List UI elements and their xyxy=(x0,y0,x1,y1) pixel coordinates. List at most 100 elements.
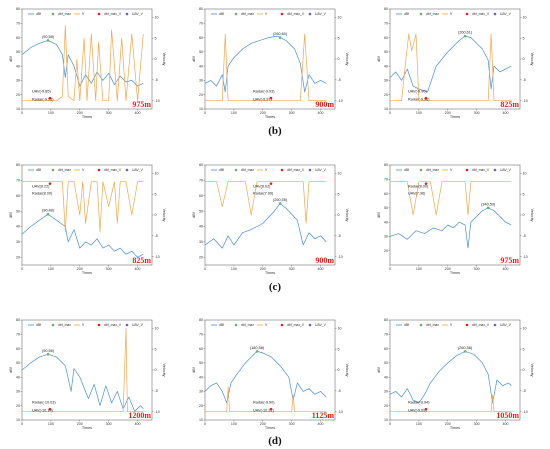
y2-tick-label: 0 xyxy=(338,57,340,61)
y2-tick-label: 10 xyxy=(155,327,159,331)
legend-entry: V xyxy=(265,168,268,172)
x-tick-label: 0 xyxy=(21,111,23,115)
y-tick-label: 60 xyxy=(16,194,20,198)
y-tick-label: 30 xyxy=(16,390,20,394)
x-tick-label: 100 xyxy=(48,267,54,271)
y-tick-label: 30 xyxy=(384,235,388,239)
x-axis-label: Times xyxy=(82,115,92,119)
y-tick-label: 60 xyxy=(384,192,388,196)
legend-entry: dbf_max xyxy=(58,168,71,172)
y-tick-label: 50 xyxy=(16,209,20,213)
y2-tick-label: -5 xyxy=(523,389,526,393)
distance-label: 825m xyxy=(132,256,151,265)
y2-tick-label: 0 xyxy=(338,213,340,217)
x-tick-label: 100 xyxy=(416,111,422,115)
velocity-annotation: Radar(-9.95) xyxy=(32,98,54,102)
dbf-max-point xyxy=(278,202,282,205)
x-tick-label: 400 xyxy=(135,111,141,115)
y2-tick-label: -5 xyxy=(155,234,158,238)
dbf-max-point xyxy=(46,39,50,42)
x-tick-label: 300 xyxy=(474,422,480,426)
dbf-max-v-point xyxy=(269,96,273,100)
x-tick-label: 0 xyxy=(389,422,391,426)
legend-swatch xyxy=(125,168,129,172)
y-tick-label: 40 xyxy=(384,375,388,379)
y2-tick-label: 5 xyxy=(338,192,340,196)
y2-tick-label: 10 xyxy=(338,327,342,331)
dbf-max-v-point xyxy=(48,182,52,185)
series-dbf-line xyxy=(21,353,144,412)
x-axis-label: Times xyxy=(82,426,92,430)
series-v-line xyxy=(205,181,327,224)
dbf-max-point xyxy=(46,352,50,356)
x-tick-label: 200 xyxy=(445,111,451,115)
distance-label: 975m xyxy=(132,100,151,109)
y-tick-label: 80 xyxy=(384,7,388,11)
peak-label: (260,60) xyxy=(273,32,288,36)
x-tick-label: 100 xyxy=(231,422,237,426)
dbf-max-point xyxy=(46,212,50,216)
y-tick-label: 40 xyxy=(199,64,203,68)
y2-axis-label: Velocity xyxy=(162,363,166,376)
distance-label: 1200m xyxy=(128,411,151,420)
x-tick-label: 200 xyxy=(260,422,266,426)
x-axis-label: Times xyxy=(450,115,460,119)
y-axis-label: dBf xyxy=(192,211,196,218)
y-axis-label: dBf xyxy=(9,55,13,62)
legend-entry: dbf_max xyxy=(426,168,439,172)
x-tick-label: 100 xyxy=(48,111,54,115)
y2-tick-label: -5 xyxy=(155,78,158,82)
velocity-annotation: Radar(-9.90) xyxy=(253,401,275,405)
y2-tick-label: -10 xyxy=(338,99,343,103)
y2-tick-label: 5 xyxy=(155,36,157,40)
y2-tick-label: -10 xyxy=(155,255,160,259)
y-tick-label: 60 xyxy=(199,36,203,40)
x-tick-label: 400 xyxy=(503,422,509,426)
x-tick-label: 300 xyxy=(289,267,295,271)
y2-tick-label: 5 xyxy=(523,347,525,351)
y2-tick-label: 10 xyxy=(523,172,527,176)
y-axis-label: dBf xyxy=(192,55,196,62)
y2-tick-label: 5 xyxy=(338,347,340,351)
y-tick-label: 30 xyxy=(16,79,20,83)
legend-swatch xyxy=(493,168,497,172)
x-tick-label: 400 xyxy=(318,111,324,115)
y-tick-label: 70 xyxy=(199,21,203,25)
y2-axis-label: Velocity xyxy=(162,208,166,221)
y2-tick-label: -10 xyxy=(338,255,343,259)
legend-entry: UAV_V xyxy=(500,168,512,172)
dbf-max-v-point xyxy=(48,96,52,100)
y-tick-label: 70 xyxy=(384,332,388,336)
legend-entry: UAV_V xyxy=(315,323,327,327)
legend-swatch xyxy=(280,323,284,327)
x-tick-label: 200 xyxy=(260,111,266,115)
y-axis-label: dBf xyxy=(377,366,381,373)
y2-tick-label: 5 xyxy=(155,192,157,196)
x-tick-label: 200 xyxy=(445,267,451,271)
dbf-max-point xyxy=(463,350,467,353)
y-tick-label: 10 xyxy=(199,107,203,111)
x-tick-label: 200 xyxy=(445,422,451,426)
x-tick-label: 0 xyxy=(21,422,23,426)
y2-tick-label: 10 xyxy=(155,172,159,176)
y2-tick-label: -10 xyxy=(523,410,528,414)
y-tick-label: 80 xyxy=(16,318,20,322)
legend-swatch xyxy=(280,168,284,172)
y-axis-label: dBf xyxy=(377,55,381,62)
legend-entry: dbf_max_V xyxy=(472,12,490,16)
x-tick-label: 200 xyxy=(77,422,83,426)
legend-entry: dbf_max_V xyxy=(104,323,122,327)
legend-swatch xyxy=(51,168,55,172)
series-v-line xyxy=(390,33,512,102)
velocity-annotation: Radar(-10.03) xyxy=(32,401,56,405)
x-tick-label: 0 xyxy=(389,111,391,115)
legend-entry: UAV_V xyxy=(500,323,512,327)
y-tick-label: 80 xyxy=(199,7,203,11)
x-axis-label: Times xyxy=(450,271,460,275)
